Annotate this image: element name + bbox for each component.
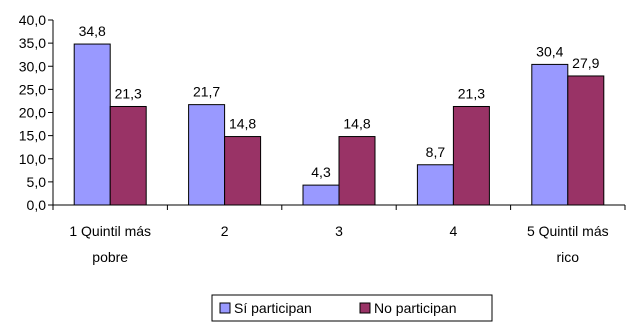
bar-no-participan xyxy=(452,105,490,206)
bar-no-participan xyxy=(338,136,376,206)
x-tick-label: 3 xyxy=(335,223,343,239)
bar-si-participan xyxy=(73,43,111,206)
x-tick-label: 4 xyxy=(450,223,458,239)
y-tick-label: 0,0 xyxy=(27,197,47,213)
bar-no-participan xyxy=(109,105,147,206)
y-tick-label: 30,0 xyxy=(19,58,46,74)
data-label: 27,9 xyxy=(572,55,599,71)
y-tick-label: 35,0 xyxy=(19,35,46,51)
x-tick-label: 2 xyxy=(221,223,229,239)
data-label: 8,7 xyxy=(426,144,446,160)
legend-swatch xyxy=(359,302,371,314)
data-label: 34,8 xyxy=(79,23,106,39)
legend-label: No participan xyxy=(374,300,457,316)
data-label: 30,4 xyxy=(536,43,563,59)
bar-no-participan xyxy=(224,136,262,206)
legend-label: Sí participan xyxy=(234,300,312,316)
x-tick-label: rico xyxy=(557,249,580,265)
y-tick-label: 5,0 xyxy=(27,174,47,190)
bar-si-participan xyxy=(302,184,340,206)
data-label: 14,8 xyxy=(343,116,370,132)
data-label: 21,3 xyxy=(115,85,142,101)
y-tick-label: 25,0 xyxy=(19,81,46,97)
y-tick-label: 10,0 xyxy=(19,151,46,167)
x-tick-label: 1 Quintil más xyxy=(69,223,151,239)
data-label: 21,7 xyxy=(193,84,220,100)
y-tick-label: 15,0 xyxy=(19,128,46,144)
bar-si-participan xyxy=(416,164,454,206)
bar-no-participan xyxy=(567,75,605,206)
y-tick-label: 40,0 xyxy=(19,12,46,28)
data-label: 14,8 xyxy=(229,116,256,132)
bar-si-participan xyxy=(531,63,569,206)
bar-si-participan xyxy=(188,104,226,206)
data-label: 4,3 xyxy=(311,164,331,180)
x-tick-label: 5 Quintil más xyxy=(527,223,609,239)
data-label: 21,3 xyxy=(458,85,485,101)
legend-box xyxy=(211,294,493,322)
x-tick-label: pobre xyxy=(92,249,128,265)
y-tick-label: 20,0 xyxy=(19,105,46,121)
legend-swatch xyxy=(219,302,231,314)
